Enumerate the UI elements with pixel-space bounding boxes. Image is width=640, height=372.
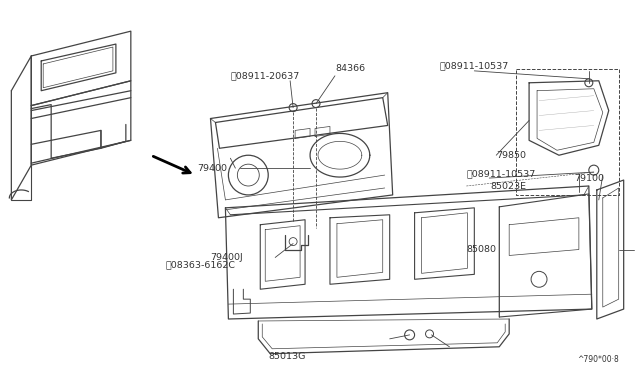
Circle shape <box>585 79 593 87</box>
Text: 85013G: 85013G <box>268 352 306 361</box>
Text: 85080: 85080 <box>467 245 497 254</box>
Circle shape <box>289 104 297 112</box>
Text: 85023E: 85023E <box>490 182 526 190</box>
Text: 79850: 79850 <box>496 151 526 160</box>
Circle shape <box>589 165 599 175</box>
Text: 79100: 79100 <box>574 174 604 183</box>
Circle shape <box>404 330 415 340</box>
Circle shape <box>312 100 320 108</box>
Text: ⓝ08911-10537: ⓝ08911-10537 <box>467 170 536 179</box>
Circle shape <box>426 330 433 338</box>
Text: 84366: 84366 <box>335 64 365 73</box>
Text: Ⓝ08363-6162C: Ⓝ08363-6162C <box>166 260 236 269</box>
Text: ^790*00·8: ^790*00·8 <box>577 355 619 364</box>
Text: ⓝ08911-10537: ⓝ08911-10537 <box>440 61 509 70</box>
Text: 79400: 79400 <box>198 164 228 173</box>
Text: 79400J: 79400J <box>211 253 243 262</box>
Text: ⓝ08911-20637: ⓝ08911-20637 <box>230 71 300 80</box>
